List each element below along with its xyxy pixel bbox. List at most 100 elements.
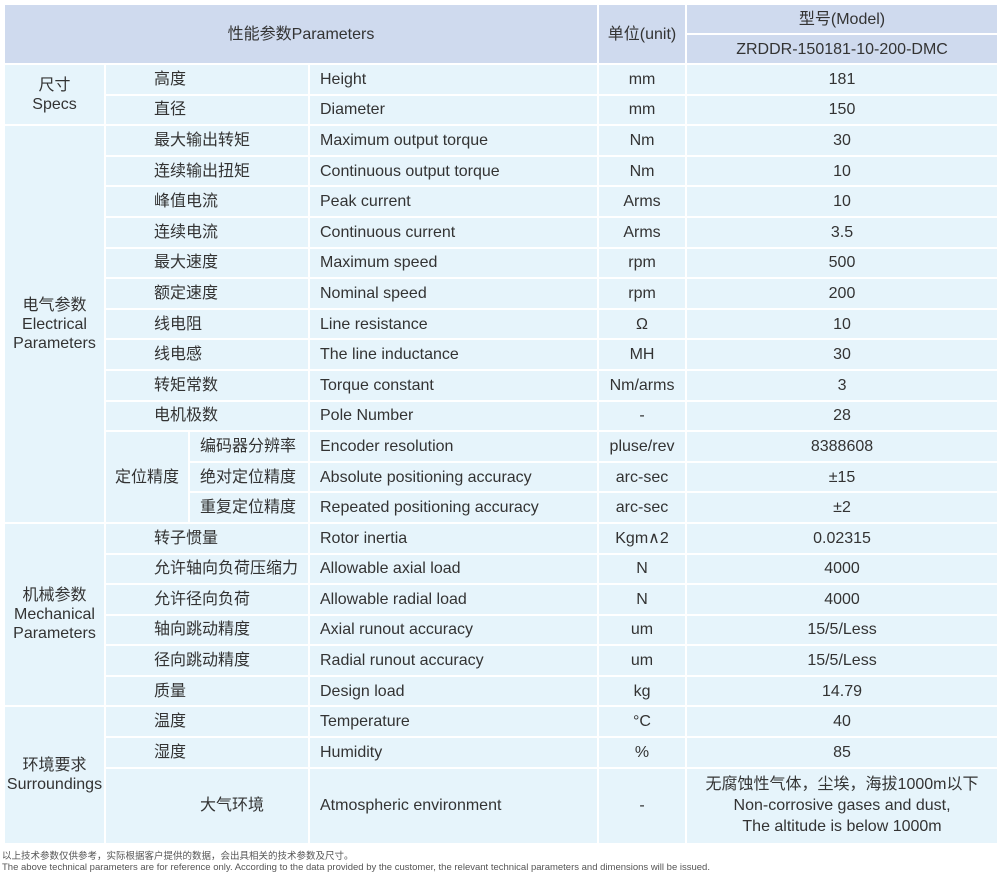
param-en: Atmospheric environment	[307, 766, 600, 845]
value-line: The altitude is below 1000m	[742, 818, 942, 836]
table-row: 径向跳动精度 Radial runout accuracy um 15/5/Less	[4, 644, 1000, 677]
table-row: 轴向跳动精度 Axial runout accuracy um 15/5/Less	[4, 613, 1000, 647]
value-cell: 150	[685, 93, 1000, 127]
param-en: Axial runout accuracy	[307, 613, 600, 647]
value-cell: 30	[685, 338, 1000, 371]
value-cell: ±2	[685, 491, 1000, 524]
param-zh: 额定速度	[104, 277, 310, 310]
group-label-zh: 环境要求	[22, 757, 87, 775]
table-row: 转矩常数 Torque constant Nm/arms 3	[4, 368, 1000, 402]
table-row: 湿度 Humidity% 85	[4, 736, 1000, 769]
param-en: Repeated positioning accuracy	[307, 491, 600, 524]
param-en: Height	[307, 63, 600, 96]
footnote-en: The above technical parameters are for r…	[2, 862, 710, 873]
group-cell: 电气参数 Electrical Parameters	[3, 124, 106, 524]
table-row: 电机极数 Pole Number -28	[4, 399, 1000, 433]
table-row: 绝对定位精度 Absolute positioning accuracy arc-s…	[4, 460, 1000, 494]
unit-cell: Kgm∧2	[597, 521, 688, 555]
group-label-en: Mechanical Parameters	[13, 606, 96, 643]
value-line: 无腐蚀性气体，尘埃，海拔1000m以下	[705, 776, 979, 794]
param-en: Allowable axial load	[307, 552, 600, 586]
unit-cell: mm	[597, 63, 688, 96]
unit-cell: N	[597, 583, 688, 616]
unit-cell: -	[597, 399, 688, 433]
param-zh: 绝对定位精度	[188, 460, 310, 494]
subgroup-cell: 定位精度	[104, 430, 190, 524]
table-row: 环境要求 Surroundings 温度 Temperature °C 40	[3, 705, 1000, 845]
param-en: Continuous current	[307, 215, 600, 249]
group-label-en: Specs	[32, 95, 77, 113]
table-row: 线电感 The line inductance MH 30	[4, 338, 1000, 371]
param-en: Temperature	[307, 705, 600, 739]
unit-cell: Ω	[597, 307, 688, 341]
value-cell: 200	[685, 277, 1000, 310]
group-cell: 尺寸 Specs	[3, 62, 106, 127]
param-en: Torque constant	[307, 368, 600, 402]
table-row: 尺寸 Specs 高度 Height mm 181	[3, 62, 1000, 127]
param-zh: 转子惯量	[104, 521, 310, 555]
table-row: 直径 Diameter mm 150	[4, 93, 1000, 127]
unit-cell: rpm	[597, 246, 688, 280]
unit-cell: mm	[597, 93, 688, 127]
param-zh: 允许轴向负荷压缩力	[104, 552, 310, 586]
unit-header: 单位(unit)	[597, 3, 688, 65]
table-row: 连续输出扭矩 Continuous output torque Nm 10	[4, 154, 1000, 188]
param-zh: 湿度	[104, 736, 310, 769]
value-cell: 0.02315	[685, 521, 1000, 555]
value-cell: 10	[685, 154, 1000, 188]
param-en: Nominal speed	[307, 277, 600, 310]
param-en: Allowable radial load	[307, 583, 600, 616]
param-en: Pole Number	[307, 399, 600, 433]
param-zh: 连续电流	[104, 215, 310, 249]
value-cell: 无腐蚀性气体，尘埃，海拔1000m以下 Non-corrosive gases a…	[685, 766, 1000, 845]
unit-cell: °C	[597, 705, 688, 739]
param-zh: 重复定位精度	[188, 491, 310, 524]
value-cell: 85	[685, 736, 1000, 769]
value-cell: 15/5/Less	[685, 644, 1000, 677]
table-row: 连续电流 Continuous current Arms 3.5	[4, 215, 1000, 249]
value-cell: 10	[685, 307, 1000, 341]
param-zh: 编码器分辨率	[188, 430, 310, 463]
group-label-zh: 尺寸	[38, 76, 71, 94]
table-row: 重复定位精度 Repeated positioning accuracy arc-s…	[4, 491, 1000, 524]
param-en: Absolute positioning accuracy	[307, 460, 600, 494]
unit-cell: Nm	[597, 124, 688, 157]
param-zh: 电机极数	[104, 399, 310, 433]
value-cell: 3.5	[685, 215, 1000, 249]
value-line: Non-corrosive gases and dust,	[733, 797, 951, 815]
value-cell: ±15	[685, 460, 1000, 494]
unit-cell: Nm	[597, 154, 688, 188]
param-zh: 高度	[104, 63, 310, 96]
group-cell: 机械参数 Mechanical Parameters	[3, 521, 106, 708]
model-label-header: 型号(Model)	[685, 3, 1000, 35]
param-zh: 峰值电流	[104, 185, 310, 218]
param-zh: 转矩常数	[104, 368, 310, 402]
param-en: Design load	[307, 674, 600, 708]
param-zh: 轴向跳动精度	[104, 613, 310, 647]
table-row: 峰值电流 Peak current Arms 10	[4, 185, 1000, 218]
table-row: 电气参数 Electrical Parameters 最大输出转矩 Maximum o…	[3, 124, 1000, 524]
value-cell: 8388608	[685, 430, 1000, 463]
table-row: 质量 Design load kg 14.79	[4, 674, 1000, 708]
model-header: ZRDDR-150181-10-200-DMC	[685, 33, 1000, 65]
param-en: Diameter	[307, 93, 600, 127]
param-en: Encoder resolution	[307, 430, 600, 463]
value-cell: 15/5/Less	[685, 613, 1000, 647]
param-zh: 允许径向负荷	[104, 583, 310, 616]
unit-cell: um	[597, 644, 688, 677]
unit-cell: um	[597, 613, 688, 647]
group-label-en: Electrical Parameters	[13, 315, 96, 352]
param-zh: 最大输出转矩	[104, 124, 310, 157]
unit-cell: %	[597, 736, 688, 769]
value-cell: 28	[685, 399, 1000, 433]
value-cell: 30	[685, 124, 1000, 157]
param-zh: 质量	[104, 674, 310, 708]
value-cell: 500	[685, 246, 1000, 280]
unit-cell: kg	[597, 674, 688, 708]
value-cell: 4000	[685, 552, 1000, 586]
table-row: 定位精度 编码器分辨率 Encoder resolution pluse/rev 838…	[4, 430, 1000, 524]
unit-cell: Arms	[597, 185, 688, 218]
group-label-en: Surroundings	[6, 776, 103, 794]
group-label-zh: 机械参数	[22, 587, 87, 605]
table-row: 大气环境 Atmospheric environment - 无腐蚀性气体，尘埃，海拔…	[4, 766, 1000, 845]
